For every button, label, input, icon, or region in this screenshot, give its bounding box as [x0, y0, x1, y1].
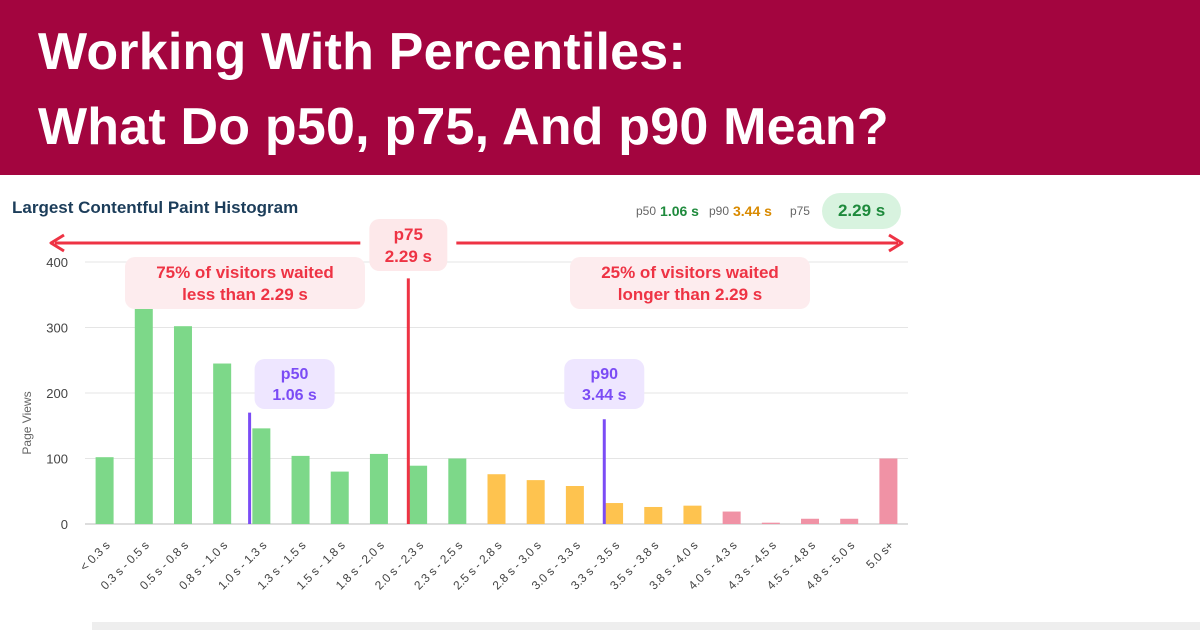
p90-callout-text-0: p90 [590, 366, 618, 383]
p75-callout-text-0: p75 [394, 225, 423, 244]
p50-callout-box [254, 359, 335, 409]
summary-p75-label: p75 [789, 204, 810, 218]
bar-4 [252, 428, 271, 524]
bar-15 [683, 505, 702, 524]
bar-0 [95, 457, 114, 524]
p50-callout-text-1: 1.06 s [272, 387, 317, 404]
banner-title-line-2: What Do p50, p75, And p90 Mean? [38, 98, 889, 156]
p90-callout-box [564, 359, 645, 409]
bar-5 [291, 455, 310, 524]
p75-callout-text-1: 2.29 s [385, 247, 432, 266]
bar-17 [761, 522, 780, 524]
banner-title-line-1: Working With Percentiles: [38, 23, 686, 81]
y-axis-label: Page Views [20, 391, 34, 454]
bar-12 [565, 486, 584, 524]
p75-callout-box [369, 219, 448, 271]
bar-7 [369, 453, 388, 524]
right-arrow-head [888, 233, 904, 253]
y-tick-label: 100 [46, 452, 68, 467]
p50-callout-text-0: p50 [281, 366, 309, 383]
title-banner: Working With Percentiles: What Do p50, p… [0, 0, 1200, 175]
bar-6 [330, 471, 349, 524]
bar-1 [134, 296, 153, 524]
x-tick-label: 5.0 s+ [863, 538, 896, 571]
footer-strip [92, 622, 1200, 630]
y-tick-label: 200 [46, 386, 68, 401]
summary-p90-value: 3.44 s [733, 203, 772, 219]
left-annotation-text-1: less than 2.29 s [182, 285, 308, 304]
bar-16 [722, 511, 741, 524]
bar-20 [879, 458, 898, 524]
x-tick-label: < 0.3 s [77, 538, 113, 574]
bar-3 [213, 363, 232, 524]
left-arrow-head [49, 233, 65, 253]
bar-18 [801, 518, 820, 524]
summary-p50-label: p50 [636, 204, 657, 218]
y-tick-label: 0 [61, 517, 68, 532]
right-annotation-box [570, 257, 810, 309]
bar-11 [526, 480, 545, 524]
bar-13 [605, 503, 624, 524]
bar-8 [409, 465, 428, 524]
bar-14 [644, 506, 663, 524]
summary-p75-pill: 2.29 s [821, 193, 902, 229]
percentile-summary: p50 1.06 s p90 3.44 s p75 2.29 s [636, 193, 902, 229]
bar-10 [487, 474, 506, 524]
y-tick-label: 400 [46, 255, 68, 270]
summary-p90-label: p90 [708, 204, 729, 218]
bar-19 [840, 518, 859, 524]
right-annotation-text-1: longer than 2.29 s [618, 285, 763, 304]
right-annotation-text-0: 25% of visitors waited [601, 263, 779, 282]
bar-9 [448, 458, 467, 524]
p90-callout-text-1: 3.44 s [582, 387, 627, 404]
chart-title: Largest Contentful Paint Histogram [12, 198, 299, 217]
y-tick-label: 300 [46, 321, 68, 336]
left-annotation-box [125, 257, 365, 309]
summary-p50-value: 1.06 s [660, 203, 699, 219]
left-annotation-text-0: 75% of visitors waited [156, 263, 334, 282]
bar-2 [173, 326, 192, 524]
